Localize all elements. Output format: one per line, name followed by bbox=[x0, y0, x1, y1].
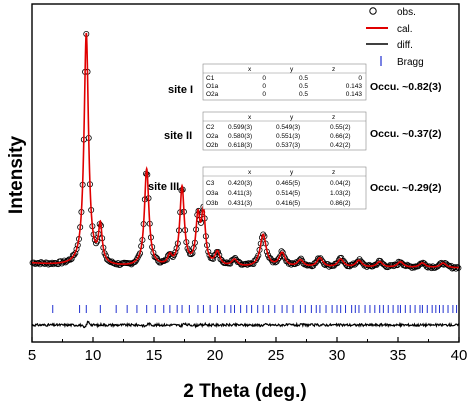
site-3-r3-z: 0.86(2) bbox=[330, 200, 351, 207]
site-2-occupancy: Occu. ~0.37(2) bbox=[370, 128, 442, 140]
site-1-r1-x: 0 bbox=[262, 75, 266, 82]
site-1-head-z: z bbox=[332, 66, 335, 73]
site-3-r2-y: 0.514(5) bbox=[276, 190, 300, 197]
observed-point bbox=[106, 258, 113, 265]
x-tick-label: 30 bbox=[329, 347, 346, 364]
legend-obs-label: obs. bbox=[397, 7, 416, 18]
site-3-r3-y: 0.416(5) bbox=[276, 200, 300, 207]
site-3-label: site III bbox=[148, 181, 179, 193]
x-tick-label: 35 bbox=[390, 347, 407, 364]
x-axis-label: 2 Theta (deg.) bbox=[183, 381, 307, 402]
observed-point bbox=[230, 256, 237, 263]
calculated-curve-layer bbox=[31, 32, 459, 269]
site-3-r2-z: 1.03(2) bbox=[330, 190, 351, 197]
site-2-r1-atom: C2 bbox=[206, 124, 215, 131]
site-3-head-y: y bbox=[290, 169, 294, 176]
site-2-r1-y: 0.549(3) bbox=[276, 124, 300, 131]
site-2-r1-x: 0.599(3) bbox=[228, 124, 252, 131]
difference-curve-layer bbox=[31, 320, 460, 329]
legend-bragg-label: Bragg bbox=[397, 57, 424, 68]
site-1-r2-x: 0 bbox=[262, 83, 266, 90]
legend-obs-marker bbox=[369, 7, 377, 15]
site-1-r1-atom: C1 bbox=[206, 75, 215, 82]
observed-point bbox=[334, 259, 341, 266]
site-1-r1-z: 0 bbox=[358, 75, 362, 82]
site-2-group: site II x y z C2 0.599(3) 0.549(3) 0.55(… bbox=[164, 111, 442, 151]
site-2-head-y: y bbox=[290, 114, 294, 121]
site-2-r2-y: 0.551(3) bbox=[276, 133, 300, 140]
site-1-r2-z: 0.143 bbox=[346, 83, 363, 90]
legend-cal-label: cal. bbox=[397, 24, 413, 35]
observed-point bbox=[269, 259, 276, 266]
site-1-head-x: x bbox=[248, 66, 252, 73]
observed-point bbox=[188, 251, 195, 258]
site-3-r2-x: 0.411(3) bbox=[228, 190, 252, 197]
site-1-r1-y: 0.5 bbox=[299, 75, 308, 82]
site-1-r3-x: 0 bbox=[262, 91, 266, 98]
observed-point bbox=[163, 256, 170, 263]
observed-point bbox=[67, 256, 74, 263]
legend-diff-label: diff. bbox=[397, 40, 413, 51]
site-3-r1-x: 0.420(3) bbox=[228, 180, 252, 187]
x-tick-label: 20 bbox=[207, 347, 224, 364]
site-1-table bbox=[202, 63, 367, 101]
site-2-r1-z: 0.55(2) bbox=[330, 124, 351, 131]
site-2-table bbox=[202, 111, 367, 151]
observed-point bbox=[71, 251, 78, 258]
site-2-r2-z: 0.66(2) bbox=[330, 133, 351, 140]
site-1-label: site I bbox=[168, 84, 193, 96]
observed-point bbox=[312, 260, 319, 267]
x-axis-ticks: 5 10 15 20 25 30 35 40 bbox=[28, 337, 468, 364]
difference-line bbox=[31, 320, 460, 329]
site-3-r1-y: 0.465(5) bbox=[276, 180, 300, 187]
site-1-r3-y: 0.5 bbox=[299, 91, 308, 98]
observed-point bbox=[452, 265, 459, 272]
site-2-label: site II bbox=[164, 130, 192, 142]
legend: obs. cal. diff. Bragg bbox=[366, 7, 424, 68]
site-3-group: site III x y z C3 0.420(3) 0.465(5) 0.04… bbox=[148, 166, 442, 210]
site-3-occupancy: Occu. ~0.29(2) bbox=[370, 182, 442, 194]
observed-point bbox=[64, 257, 71, 264]
site-3-r3-x: 0.431(3) bbox=[228, 200, 252, 207]
site-2-r2-atom: O2a bbox=[206, 133, 219, 140]
site-1-r3-atom: O2a bbox=[206, 91, 219, 98]
site-2-r3-y: 0.537(3) bbox=[276, 142, 300, 149]
site-2-r2-x: 0.580(3) bbox=[228, 133, 252, 140]
site-3-r1-z: 0.04(2) bbox=[330, 180, 351, 187]
y-axis-label: Intensity bbox=[6, 136, 27, 215]
x-tick-label: 40 bbox=[451, 347, 468, 364]
x-tick-label: 15 bbox=[146, 347, 163, 364]
site-1-head-y: y bbox=[290, 66, 294, 73]
site-1-r2-atom: O1a bbox=[206, 83, 219, 90]
site-1-r3-z: 0.143 bbox=[346, 91, 363, 98]
site-1-r2-y: 0.5 bbox=[299, 83, 308, 90]
x-tick-label: 25 bbox=[268, 347, 285, 364]
site-2-head-z: z bbox=[332, 114, 335, 121]
site-2-head-x: x bbox=[248, 114, 252, 121]
calculated-profile-line bbox=[31, 32, 459, 269]
site-2-r3-x: 0.618(3) bbox=[228, 142, 252, 149]
site-3-table bbox=[202, 166, 367, 210]
bragg-ticks-layer bbox=[52, 305, 458, 313]
site-3-head-x: x bbox=[248, 169, 252, 176]
site-3-head-z: z bbox=[332, 169, 335, 176]
site-3-r3-atom: O3b bbox=[206, 200, 219, 207]
site-3-r2-atom: O3a bbox=[206, 190, 219, 197]
site-1-occupancy: Occu. ~0.82(3) bbox=[370, 81, 442, 93]
site-2-r3-atom: O2b bbox=[206, 142, 219, 149]
x-tick-label: 5 bbox=[28, 347, 36, 364]
site-1-group: site I x y z C1 0 0.5 0 O1a 0 0.5 0.143 … bbox=[168, 63, 442, 101]
observed-point bbox=[279, 249, 286, 256]
site-2-r3-z: 0.42(2) bbox=[330, 142, 351, 149]
x-tick-label: 10 bbox=[85, 347, 102, 364]
site-3-r1-atom: C3 bbox=[206, 180, 215, 187]
